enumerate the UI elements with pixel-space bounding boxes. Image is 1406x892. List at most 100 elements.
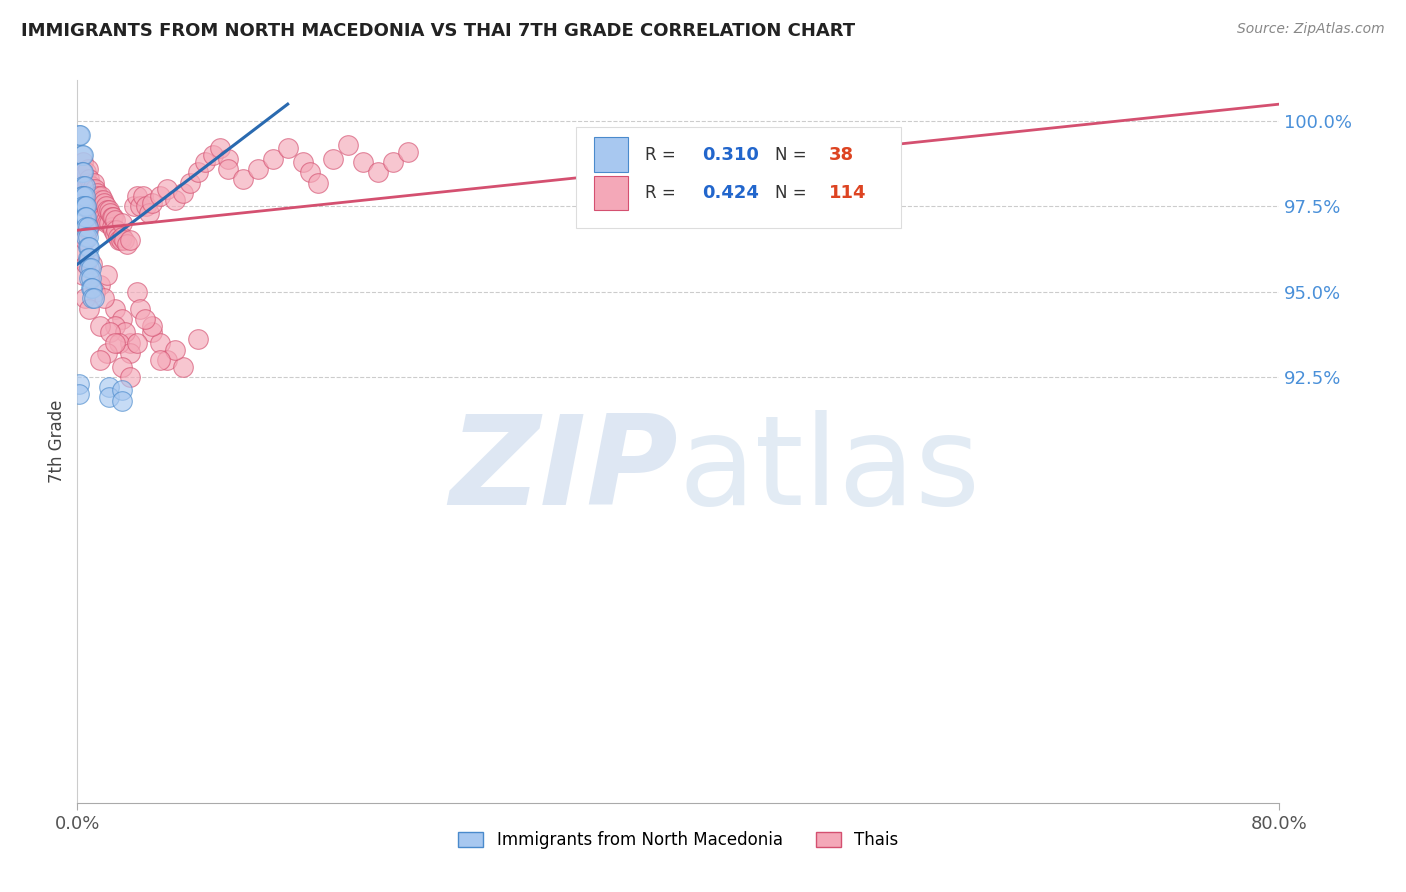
Point <box>76 223 98 237</box>
Point <box>217 161 239 176</box>
Point <box>97 216 120 230</box>
Point <box>73 182 96 196</box>
Point <box>101 219 124 234</box>
Point <box>87 202 110 217</box>
Text: N =: N = <box>775 145 806 164</box>
Point <box>83 176 105 190</box>
Point <box>75 165 97 179</box>
Point <box>100 326 122 340</box>
Point <box>194 155 217 169</box>
Point <box>94 199 117 213</box>
Point <box>90 202 112 217</box>
Point <box>209 141 232 155</box>
Point <box>84 285 107 299</box>
Point <box>97 380 120 394</box>
Point <box>100 206 122 220</box>
Text: ZIP: ZIP <box>450 410 679 531</box>
Point <box>89 206 111 220</box>
Point <box>75 199 97 213</box>
Point <box>79 271 101 285</box>
Point <box>80 193 103 207</box>
Point <box>86 186 108 200</box>
Text: R =: R = <box>645 184 675 202</box>
Point <box>96 346 118 360</box>
Point <box>127 189 149 203</box>
Point <box>94 213 117 227</box>
Point <box>114 326 136 340</box>
Point <box>132 189 155 203</box>
Point <box>141 318 163 333</box>
Point <box>96 216 118 230</box>
Point <box>73 292 96 306</box>
Point <box>82 281 104 295</box>
Point <box>111 216 134 230</box>
Point <box>82 196 104 211</box>
Point <box>246 161 269 176</box>
Text: Source: ZipAtlas.com: Source: ZipAtlas.com <box>1237 22 1385 37</box>
Text: atlas: atlas <box>679 410 980 531</box>
Point <box>79 199 101 213</box>
Text: 38: 38 <box>828 145 853 164</box>
Point <box>84 210 107 224</box>
Point <box>96 202 118 217</box>
Point <box>76 176 98 190</box>
Point <box>104 213 127 227</box>
Point <box>72 165 94 179</box>
Point <box>110 234 132 248</box>
Point <box>91 193 114 207</box>
Point <box>127 335 149 350</box>
Point <box>124 199 146 213</box>
Point <box>179 176 201 190</box>
Point <box>97 390 120 404</box>
Point <box>70 165 93 179</box>
Point <box>72 148 94 162</box>
Point <box>76 161 98 176</box>
Point <box>76 189 98 203</box>
Point <box>186 165 209 179</box>
Point <box>127 285 149 299</box>
Point <box>79 260 101 275</box>
Point <box>104 335 127 350</box>
Point <box>80 178 103 193</box>
Text: 0.424: 0.424 <box>703 184 759 202</box>
Point <box>129 199 152 213</box>
Point <box>67 128 90 142</box>
Legend: Immigrants from North Macedonia, Thais: Immigrants from North Macedonia, Thais <box>451 824 905 856</box>
Point <box>97 202 120 217</box>
Point <box>163 193 186 207</box>
Point <box>75 257 97 271</box>
Text: IMMIGRANTS FROM NORTH MACEDONIA VS THAI 7TH GRADE CORRELATION CHART: IMMIGRANTS FROM NORTH MACEDONIA VS THAI … <box>21 22 855 40</box>
Point <box>163 343 186 357</box>
Point <box>73 178 96 193</box>
Point <box>104 301 127 316</box>
Point <box>72 268 94 282</box>
Point <box>101 210 124 224</box>
Point <box>84 182 107 196</box>
Point <box>291 155 314 169</box>
Point <box>91 206 114 220</box>
Point <box>111 393 134 408</box>
Point <box>72 178 94 193</box>
Point <box>352 155 374 169</box>
Point <box>73 234 96 248</box>
Point <box>75 182 97 196</box>
Point <box>89 277 111 292</box>
Point <box>82 182 104 196</box>
Point <box>69 176 91 190</box>
FancyBboxPatch shape <box>595 176 628 211</box>
Point <box>75 210 97 224</box>
Point <box>72 189 94 203</box>
Point <box>156 182 179 196</box>
Point <box>104 227 127 241</box>
Point <box>262 152 284 166</box>
Point <box>83 292 105 306</box>
Point <box>86 213 108 227</box>
Point <box>70 244 93 258</box>
Point <box>70 148 93 162</box>
Point <box>108 234 131 248</box>
Point <box>80 271 103 285</box>
Point <box>111 359 134 374</box>
Point <box>111 384 134 398</box>
Point <box>141 326 163 340</box>
Point <box>396 145 419 159</box>
